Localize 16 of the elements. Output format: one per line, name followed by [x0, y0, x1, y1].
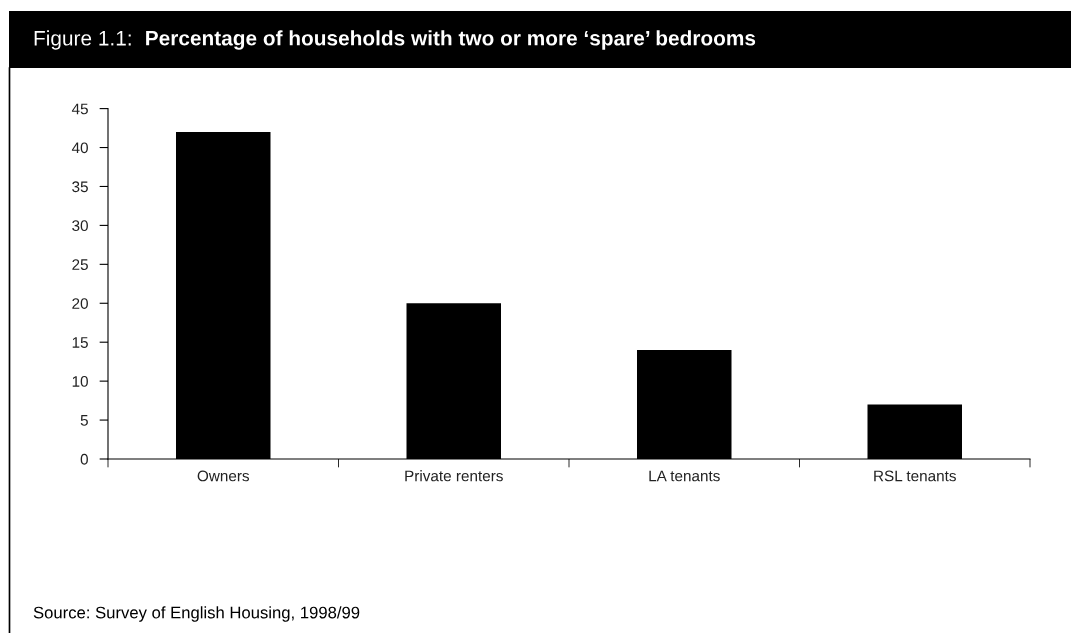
y-tick-label: 5 — [80, 415, 88, 426]
x-tick-label: Owners — [197, 470, 250, 482]
x-tick-label: LA tenants — [649, 470, 720, 482]
y-tick-label: 10 — [72, 376, 88, 387]
y-tick-label: 45 — [71, 103, 88, 115]
y-tick-label: 20 — [72, 298, 88, 309]
y-tick-label: 40 — [71, 142, 88, 154]
chart-title: Figure 1.1: Percentage of households with two or more ‘spare’ bedrooms — [34, 30, 756, 50]
y-tick-label: 30 — [72, 220, 88, 232]
x-tick-label: Private renters — [405, 470, 503, 482]
y-tick-label: 0 — [80, 453, 88, 465]
x-tick-label: RSL tenants — [874, 470, 956, 482]
source-note: Source: Survey of English Housing, 1998/99 — [33, 606, 360, 622]
y-tick-label: 35 — [72, 181, 88, 193]
y-tick-label: 25 — [72, 259, 88, 271]
y-tick-label: 15 — [72, 337, 88, 348]
